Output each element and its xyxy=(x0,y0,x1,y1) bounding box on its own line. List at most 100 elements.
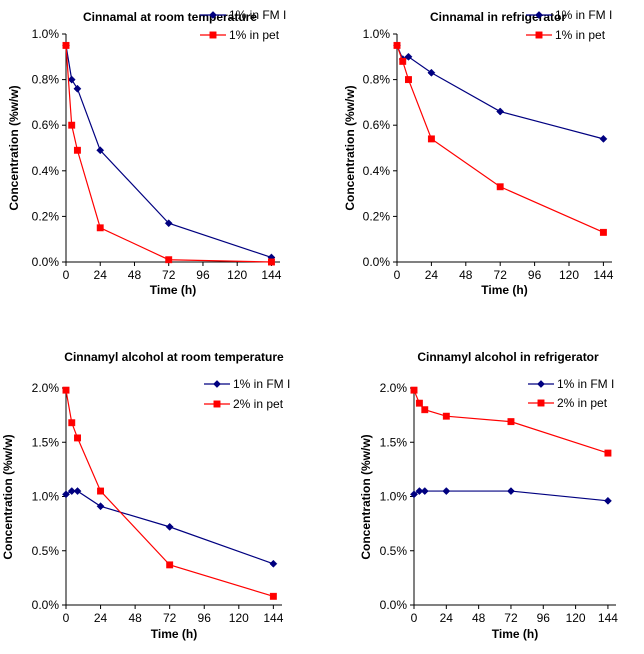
x-tick-label: 120 xyxy=(227,268,247,282)
data-point xyxy=(410,490,418,499)
legend-marker xyxy=(209,31,217,39)
series-line-1 xyxy=(65,45,272,259)
data-point xyxy=(164,219,173,228)
data-point xyxy=(442,412,450,420)
x-axis-title: Time (h) xyxy=(151,627,197,641)
legend-label: 1% in pet xyxy=(555,28,606,42)
data-point xyxy=(74,434,81,442)
y-tick-label: 0.2% xyxy=(32,209,60,223)
data-point xyxy=(415,487,424,496)
y-axis-title: Concentration (%w/w) xyxy=(7,85,21,210)
y-tick-label: 0.0% xyxy=(380,598,408,612)
data-point xyxy=(67,487,76,496)
x-tick-label: 0 xyxy=(411,611,418,625)
data-point xyxy=(496,183,504,191)
x-tick-label: 96 xyxy=(537,611,551,625)
data-point xyxy=(269,559,278,568)
legend-label: 2% in pet xyxy=(557,396,608,410)
series-line-1 xyxy=(396,45,604,140)
chart-title: Cinnamyl alcohol at room temperature xyxy=(64,350,284,364)
legend-label: 1% in FM I xyxy=(233,377,290,391)
chart-panel-4: Cinnamyl alcohol in refrigerator 0.0% 0.5%… xyxy=(359,350,618,641)
x-tick-label: 72 xyxy=(162,268,176,282)
y-tick-label: 1.5% xyxy=(380,435,408,449)
legend-label: 1% in FM I xyxy=(555,8,612,22)
y-tick-label: 1.5% xyxy=(32,435,60,449)
x-tick-label: 72 xyxy=(494,268,508,282)
data-point xyxy=(421,406,429,414)
data-point xyxy=(496,107,505,116)
x-axis-title: Time (h) xyxy=(150,283,196,297)
y-tick-label: 0.5% xyxy=(32,544,60,558)
series-line-2 xyxy=(65,45,272,263)
y-tick-label: 2.0% xyxy=(380,381,408,395)
x-tick-label: 144 xyxy=(598,611,618,625)
data-point xyxy=(73,146,81,154)
chart-panel-3: Cinnamyl alcohol at room temperature 0.0%… xyxy=(1,350,290,641)
data-point xyxy=(507,418,515,426)
data-point xyxy=(96,502,105,511)
y-tick-label: 0.2% xyxy=(363,209,391,223)
data-point xyxy=(96,224,104,232)
data-point xyxy=(410,386,418,394)
x-tick-label: 24 xyxy=(94,268,108,282)
legend-label: 1% in FM I xyxy=(229,8,286,22)
data-point xyxy=(420,487,429,496)
y-tick-label: 0.8% xyxy=(32,73,60,87)
y-axis-title: Concentration (%w/w) xyxy=(343,85,357,210)
chart-panel-2: Cinnamal in refrigerator 0.0% 0.2% 0.4% 0.6%… xyxy=(343,8,614,297)
x-tick-label: 144 xyxy=(263,611,283,625)
data-point xyxy=(68,121,76,129)
x-tick-label: 0 xyxy=(63,268,70,282)
x-tick-label: 120 xyxy=(566,611,586,625)
legend-marker xyxy=(537,399,545,407)
data-point xyxy=(267,258,275,266)
x-tick-label: 48 xyxy=(128,268,142,282)
x-tick-label: 144 xyxy=(261,268,281,282)
x-tick-label: 24 xyxy=(94,611,108,625)
x-tick-label: 48 xyxy=(472,611,486,625)
data-point xyxy=(427,135,435,143)
x-tick-label: 120 xyxy=(559,268,579,282)
x-tick-label: 72 xyxy=(504,611,518,625)
y-tick-label: 0.8% xyxy=(363,73,391,87)
y-tick-label: 0.6% xyxy=(363,118,391,132)
legend-marker xyxy=(209,11,217,19)
data-point xyxy=(165,256,173,264)
y-axis-title: Concentration (%w/w) xyxy=(359,434,373,559)
y-tick-label: 0.5% xyxy=(380,544,408,558)
series-line-2 xyxy=(65,390,274,597)
legend-label: 1% in FM I xyxy=(557,377,614,391)
data-point xyxy=(603,496,612,505)
data-point xyxy=(73,84,82,93)
data-point xyxy=(604,449,612,457)
y-tick-label: 1.0% xyxy=(32,27,60,41)
data-point xyxy=(96,146,105,155)
x-tick-label: 72 xyxy=(163,611,177,625)
x-tick-label: 96 xyxy=(198,611,212,625)
data-point xyxy=(67,75,76,84)
data-point xyxy=(507,487,515,496)
data-point xyxy=(399,57,407,65)
legend-marker xyxy=(213,380,221,388)
y-tick-label: 0.0% xyxy=(32,598,60,612)
data-point xyxy=(405,76,412,84)
chart-panel-1: Cinnamal at room temperature0.0%0.2%0.4%… xyxy=(7,8,286,297)
x-tick-label: 96 xyxy=(528,268,542,282)
x-axis-title: Time (h) xyxy=(492,627,538,641)
data-point xyxy=(269,592,277,600)
data-point xyxy=(404,52,413,61)
y-axis-title: Concentration (%w/w) xyxy=(1,434,15,559)
data-point xyxy=(165,522,174,531)
data-point xyxy=(393,41,401,49)
x-tick-label: 0 xyxy=(63,611,70,625)
data-point xyxy=(442,487,451,496)
y-tick-label: 2.0% xyxy=(32,381,60,395)
data-point xyxy=(62,490,70,499)
y-tick-label: 1.0% xyxy=(363,27,391,41)
x-axis-title: Time (h) xyxy=(481,283,527,297)
legend-marker xyxy=(537,380,545,388)
data-point xyxy=(427,68,436,77)
x-tick-label: 96 xyxy=(196,268,210,282)
